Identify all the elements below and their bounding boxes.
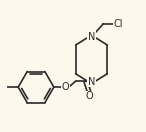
Text: O: O [86, 91, 93, 101]
Text: N: N [88, 32, 95, 42]
Text: Cl: Cl [114, 19, 123, 29]
Text: N: N [88, 77, 95, 87]
Text: O: O [62, 82, 69, 92]
